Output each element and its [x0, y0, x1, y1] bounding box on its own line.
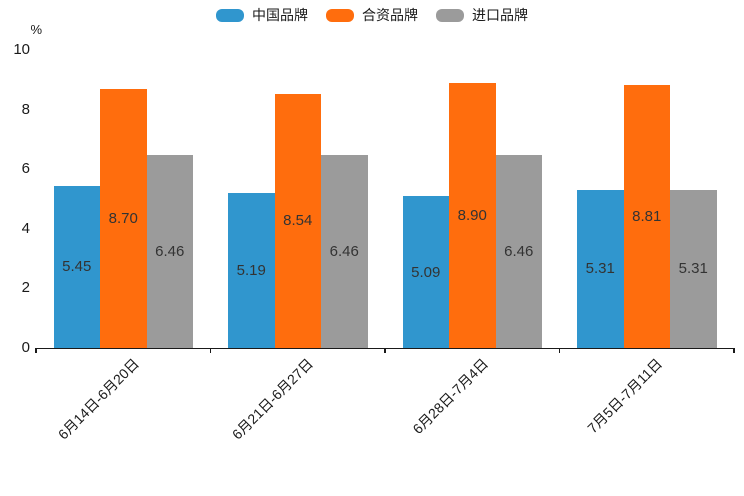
- plot-area: 5.45 8.70 6.46 5.19 8.54 6.46 5.09 8.90 6.46 5.31…: [35, 50, 735, 353]
- bar-合资品牌-1[interactable]: 8.54: [274, 93, 321, 348]
- bar-进口品牌-2[interactable]: 6.46: [495, 155, 542, 348]
- bar-进口品牌-0[interactable]: 6.46: [146, 155, 193, 348]
- bar-value-label: 6.46: [504, 243, 534, 261]
- x-tick-label: 6月21日-6月27日: [229, 355, 317, 443]
- bar-value-label: 5.45: [62, 258, 92, 276]
- bar-中国品牌-0[interactable]: 5.45: [53, 185, 100, 348]
- legend-label: 进口品牌: [472, 7, 528, 23]
- bar-合资品牌-2[interactable]: 8.90: [449, 82, 496, 348]
- y-tick-label: 4: [21, 219, 30, 237]
- x-axis-tick: [35, 348, 37, 353]
- bar-value-label: 6.46: [329, 243, 359, 261]
- bar-合资品牌-3[interactable]: 8.81: [623, 85, 670, 348]
- legend-item-0[interactable]: 中国品牌: [216, 8, 308, 22]
- y-tick-label: 2: [21, 279, 30, 297]
- y-tick-label: 10: [13, 41, 30, 58]
- x-tick-label: 7月5日-7月11日: [584, 355, 666, 437]
- bar-value-label: 8.54: [283, 212, 313, 230]
- bar-value-label: 8.70: [108, 209, 138, 227]
- bar-value-label: 5.31: [585, 260, 615, 278]
- legend-label: 合资品牌: [362, 7, 418, 23]
- legend-item-2[interactable]: 进口品牌: [436, 8, 528, 22]
- x-axis-tick: [384, 348, 386, 353]
- bar-合资品牌-0[interactable]: 8.70: [100, 88, 147, 348]
- x-axis-tick: [733, 348, 735, 353]
- x-axis-tick: [209, 348, 212, 353]
- bar-中国品牌-1[interactable]: 5.19: [228, 193, 275, 348]
- y-tick-label: 8: [21, 100, 30, 118]
- bar-中国品牌-2[interactable]: 5.09: [402, 196, 449, 348]
- bar-value-label: 8.81: [632, 208, 662, 226]
- legend-swatch-icon: [436, 8, 464, 22]
- bar-value-label: 5.09: [411, 263, 441, 281]
- x-axis-tick: [558, 348, 561, 353]
- x-tick-label: 6月28日-7月4日: [409, 355, 491, 438]
- x-tick-label: 6月14日-6月20日: [54, 355, 142, 443]
- y-tick-label: 6: [21, 160, 30, 178]
- bar-value-label: 8.90: [457, 206, 487, 224]
- legend-item-1[interactable]: 合资品牌: [326, 8, 418, 22]
- legend-label: 中国品牌: [252, 7, 308, 23]
- bar-中国品牌-3[interactable]: 5.31: [577, 189, 624, 348]
- bar-进口品牌-1[interactable]: 6.46: [321, 155, 368, 348]
- bar-value-label: 5.19: [236, 262, 266, 280]
- legend: 中国品牌 合资品牌 进口品牌: [0, 8, 744, 22]
- bar-进口品牌-3[interactable]: 5.31: [670, 189, 717, 348]
- y-axis-unit-label: %: [30, 22, 42, 37]
- legend-swatch-icon: [326, 8, 354, 22]
- y-tick-label: 0: [21, 339, 30, 356]
- legend-swatch-icon: [216, 8, 244, 22]
- bar-value-label: 6.46: [155, 243, 185, 261]
- bar-value-label: 5.31: [678, 260, 708, 278]
